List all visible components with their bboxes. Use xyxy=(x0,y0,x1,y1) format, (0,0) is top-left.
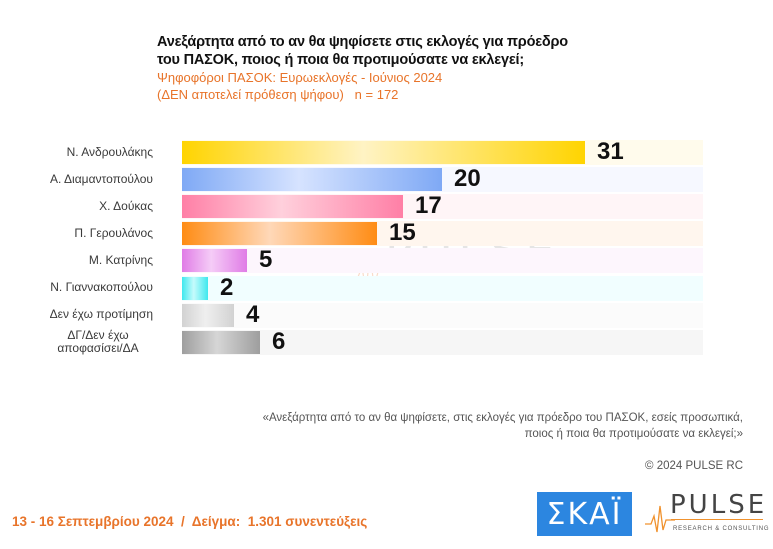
bar-value: 31 xyxy=(597,138,624,165)
bar xyxy=(182,276,208,300)
chart-row: ΔΓ/Δεν έχω αποφασίσει/ΔΑ 6 xyxy=(0,327,773,355)
bar xyxy=(182,330,260,354)
chart-row: Χ. Δούκας 17 xyxy=(0,192,773,220)
pulse-wave-icon xyxy=(645,505,675,533)
bar-value: 6 xyxy=(272,327,286,355)
skai-logo-text: ΣΚΑΪ xyxy=(546,496,623,532)
bar-track xyxy=(182,329,703,355)
bar-value: 17 xyxy=(415,192,442,220)
bar-value: 2 xyxy=(220,273,234,301)
bar-label: Μ. Κατρίνης xyxy=(88,252,153,267)
pulse-logo-word: PULSE xyxy=(670,490,768,520)
bar xyxy=(182,168,442,192)
chart-row: Ν. Γιαννακοπούλου 2 xyxy=(0,273,773,301)
bar-label: Δεν έχω προτίμηση xyxy=(49,307,153,322)
chart-subtitle-line-2: (ΔΕΝ αποτελεί πρόθεση ψήφου) n = 172 xyxy=(157,87,399,102)
pulse-logo: PULSE RESEARCH & CONSULTING xyxy=(645,490,769,536)
bar-value: 4 xyxy=(246,300,260,328)
bar-value: 20 xyxy=(454,165,481,193)
question-footnote: «Ανεξάρτητα από το αν θα ψηφίσετε, στις … xyxy=(183,410,743,442)
bar-track xyxy=(182,248,703,274)
chart-title-line-1: Ανεξάρτητα από το αν θα ψηφίσετε στις εκ… xyxy=(157,34,568,50)
chart-row: Α. Διαμαντοπούλου 20 xyxy=(0,165,773,193)
bar xyxy=(182,303,234,327)
bar-label: Ν. Ανδρουλάκης xyxy=(66,144,153,159)
bar xyxy=(182,249,247,273)
bar xyxy=(182,141,585,164)
chart-row: Π. Γερουλάνος 15 xyxy=(0,219,773,247)
chart-row: Ν. Ανδρουλάκης 31 xyxy=(0,138,773,165)
bar xyxy=(182,222,377,246)
pulse-logo-line xyxy=(671,519,763,520)
bar-value: 15 xyxy=(389,219,416,247)
question-line-1: «Ανεξάρτητα από το αν θα ψηφίσετε, στις … xyxy=(262,412,743,424)
bar-track xyxy=(182,302,703,328)
chart-row: Μ. Κατρίνης 5 xyxy=(0,246,773,274)
bar-label: Ν. Γιαννακοπούλου xyxy=(50,280,153,294)
pulse-logo-subtitle: RESEARCH & CONSULTING xyxy=(673,526,770,532)
bar-label: Π. Γερουλάνος xyxy=(74,225,153,240)
chart-row: Δεν έχω προτίμηση 4 xyxy=(0,300,773,328)
bar-label: ΔΓ/Δεν έχω αποφασίσει/ΔΑ xyxy=(57,327,139,355)
bar-value: 5 xyxy=(259,246,273,274)
bar-label: Α. Διαμαντοπούλου xyxy=(50,171,153,186)
copyright: © 2024 PULSE RC xyxy=(645,460,743,472)
fieldwork-dates: 13 - 16 Σεπτεμβρίου 2024 / Δείγμα: 1.301… xyxy=(12,514,368,529)
chart-header: Ανεξάρτητα από το αν θα ψηφίσετε στις εκ… xyxy=(157,33,627,103)
bar xyxy=(182,195,403,219)
bar-track xyxy=(182,275,703,301)
skai-logo: ΣΚΑΪ xyxy=(537,492,632,536)
chart-title-line-2: του ΠΑΣΟΚ, ποιος ή ποια θα προτιμούσατε … xyxy=(157,52,524,68)
question-line-2: ποιος ή ποια θα προτιμούσατε να εκλεγεί;… xyxy=(524,428,743,440)
chart-subtitle-line-1: Ψηφοφόροι ΠΑΣΟΚ: Ευρωεκλογές - Ιούνιος 2… xyxy=(157,70,443,85)
bar-label: Χ. Δούκας xyxy=(99,198,153,213)
